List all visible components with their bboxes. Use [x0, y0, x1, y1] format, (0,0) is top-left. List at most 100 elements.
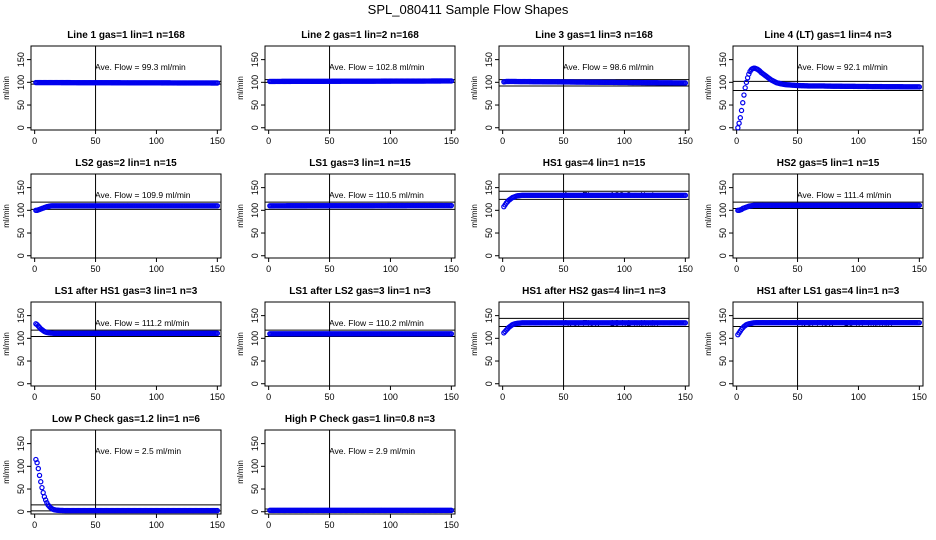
- data-point: [742, 85, 748, 91]
- plot-frame: [30, 173, 222, 259]
- panel-7: HS1 gas=4 lin=1 n=15 0 50 100 150 0 50 100 150 ml…: [470, 158, 693, 274]
- y-axis-label: ml/min: [470, 332, 479, 356]
- y-axis-label: ml/min: [470, 76, 479, 100]
- x-tick-label: 50: [325, 392, 335, 402]
- y-tick-label: 100: [718, 203, 728, 218]
- x-tick-label: 100: [851, 264, 866, 274]
- y-tick-label: 0: [16, 125, 26, 130]
- plot-frame: [498, 173, 690, 259]
- y-tick-label: 150: [16, 436, 26, 451]
- x-tick-label: 50: [91, 136, 101, 146]
- x-tick-label: 150: [444, 136, 459, 146]
- x-tick-label: 0: [32, 136, 37, 146]
- x-tick-label: 100: [617, 392, 632, 402]
- data-point: [448, 202, 455, 209]
- y-tick-label: 0: [250, 509, 260, 514]
- y-tick-label: 0: [484, 381, 494, 386]
- y-tick-label: 150: [250, 180, 260, 195]
- plot-frame: [30, 301, 222, 387]
- y-tick-label: 50: [484, 228, 494, 238]
- y-tick-label: 0: [16, 253, 26, 258]
- y-tick-label: 100: [484, 203, 494, 218]
- data-point: [448, 331, 455, 337]
- plot-frame: [498, 45, 690, 131]
- x-tick-label: 50: [793, 392, 803, 402]
- panel-3: Line 3 gas=1 lin=3 n=168 0 50 100 150 0 50 100 1…: [470, 30, 693, 146]
- y-tick-label: 0: [484, 253, 494, 258]
- panel-11: HS1 after HS2 gas=4 lin=1 n=3 0 50 100 150 0 5…: [470, 286, 693, 402]
- x-tick-label: 0: [500, 392, 505, 402]
- plot-frame: [498, 301, 690, 387]
- y-tick-label: 50: [16, 100, 26, 110]
- data-point: [916, 202, 923, 209]
- y-tick-label: 150: [250, 52, 260, 67]
- x-tick-label: 50: [793, 264, 803, 274]
- data-point: [682, 192, 689, 199]
- average-flow-annotation: Ave. Flow = 92.1 ml/min: [797, 62, 888, 72]
- data-points: [735, 319, 923, 338]
- x-tick-label: 100: [383, 264, 398, 274]
- panel-title: Line 1 gas=1 lin=1 n=168: [67, 30, 185, 41]
- panel-title: LS1 after HS1 gas=3 lin=1 n=3: [55, 286, 198, 297]
- x-tick-label: 0: [500, 264, 505, 274]
- x-tick-label: 150: [912, 392, 927, 402]
- x-tick-label: 150: [912, 264, 927, 274]
- y-tick-label: 50: [484, 356, 494, 366]
- data-point: [916, 84, 923, 90]
- data-point: [214, 203, 221, 209]
- x-tick-label: 0: [734, 136, 739, 146]
- y-tick-label: 0: [16, 381, 26, 386]
- data-point: [214, 330, 221, 337]
- data-point: [737, 115, 744, 121]
- data-point: [736, 120, 742, 126]
- data-point: [448, 78, 455, 84]
- panel-title: HS1 gas=4 lin=1 n=15: [543, 158, 646, 169]
- plot-frame: [264, 301, 456, 387]
- panel-14: High P Check gas=1 lin=0.8 n=3 0 50 100 150 0…: [236, 414, 459, 530]
- y-tick-label: 0: [16, 509, 26, 514]
- data-point: [39, 484, 45, 491]
- data-points: [267, 507, 455, 514]
- x-tick-label: 0: [32, 392, 37, 402]
- y-axis-label: ml/min: [704, 332, 713, 356]
- figure-title: SPL_080411 Sample Flow Shapes: [368, 2, 569, 17]
- data-point: [740, 100, 746, 106]
- x-tick-label: 150: [678, 264, 693, 274]
- panel-5: LS2 gas=2 lin=1 n=15 0 50 100 150 0 50 100 150 ml…: [2, 158, 225, 274]
- y-axis-label: ml/min: [470, 204, 479, 228]
- x-tick-label: 50: [325, 520, 335, 530]
- x-tick-label: 100: [383, 520, 398, 530]
- x-tick-label: 150: [678, 392, 693, 402]
- plot-frame: [732, 173, 924, 259]
- y-tick-label: 0: [484, 125, 494, 130]
- data-point: [448, 507, 455, 514]
- y-tick-label: 50: [250, 356, 260, 366]
- y-tick-label: 0: [250, 253, 260, 258]
- y-axis-label: ml/min: [704, 204, 713, 228]
- x-tick-label: 50: [559, 136, 569, 146]
- data-point: [735, 125, 741, 131]
- y-tick-label: 50: [718, 100, 728, 110]
- x-tick-label: 100: [149, 136, 164, 146]
- panel-1: Line 1 gas=1 lin=1 n=168 0 50 100 150 0 50 100 1…: [2, 30, 225, 146]
- data-point: [38, 479, 44, 485]
- data-points: [267, 202, 455, 209]
- x-tick-label: 0: [734, 392, 739, 402]
- panel-title: Low P Check gas=1.2 lin=1 n=6: [52, 414, 200, 425]
- y-tick-label: 150: [250, 308, 260, 323]
- data-points: [267, 331, 455, 337]
- y-tick-label: 100: [484, 75, 494, 90]
- data-point: [42, 497, 49, 503]
- y-axis-label: ml/min: [704, 76, 713, 100]
- data-points: [735, 65, 923, 131]
- x-tick-label: 50: [559, 392, 569, 402]
- plot-frame: [30, 45, 222, 131]
- y-tick-label: 150: [484, 180, 494, 195]
- y-tick-label: 50: [484, 100, 494, 110]
- x-tick-label: 150: [444, 264, 459, 274]
- data-points: [33, 456, 221, 514]
- y-tick-label: 100: [718, 331, 728, 346]
- data-points: [735, 202, 923, 214]
- panel-4: Line 4 (LT) gas=1 lin=4 n=3 0 50 100 150 0 50 1…: [704, 30, 927, 146]
- data-point: [35, 465, 42, 472]
